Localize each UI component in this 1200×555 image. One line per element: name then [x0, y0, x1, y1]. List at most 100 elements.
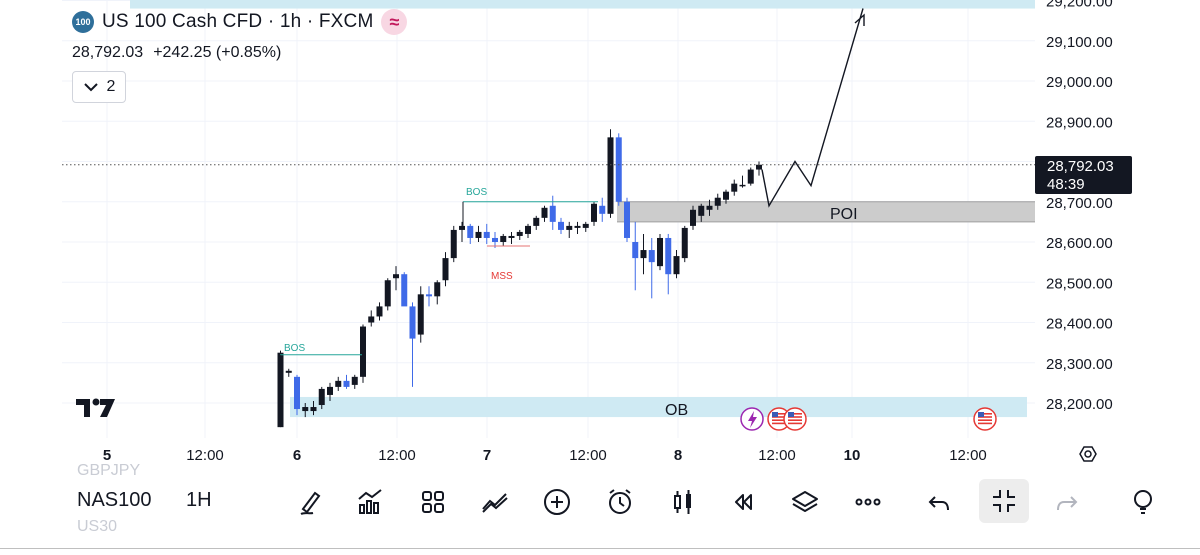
zone-ob: [290, 396, 1027, 418]
candle: [558, 217, 564, 234]
candle: [533, 215, 540, 230]
add-button[interactable]: [537, 482, 577, 522]
time-axis-label: 8: [674, 447, 682, 464]
candle-body: [450, 229, 457, 259]
flag-stripe: [788, 422, 802, 425]
candle: [747, 167, 754, 186]
candle: [508, 231, 515, 245]
symbol-title[interactable]: US 100 Cash CFD · 1h · FXCM: [102, 11, 374, 32]
candle-body: [335, 380, 342, 387]
time-axis-label: 12:00: [569, 447, 607, 464]
zone-poi: [617, 201, 1035, 222]
ideas-button[interactable]: [1118, 482, 1158, 522]
flag-canton: [772, 412, 778, 417]
candle: [285, 368, 292, 377]
compare-icon: [482, 493, 508, 513]
indicators-button[interactable]: [350, 482, 390, 522]
compare-button[interactable]: [475, 482, 515, 522]
candle: [574, 221, 581, 234]
candle: [368, 310, 375, 327]
candle: [475, 225, 482, 242]
candle-body: [426, 294, 432, 297]
candle-body: [558, 221, 564, 230]
candle-body: [318, 388, 325, 406]
candle: [459, 221, 465, 242]
brush-icon: [300, 491, 321, 515]
flag-canton: [788, 412, 794, 417]
candle-body: [384, 280, 391, 307]
candle-body: [533, 217, 540, 226]
candle-body: [500, 235, 507, 242]
candle: [327, 382, 333, 401]
candle-body: [640, 250, 647, 259]
price-axis-label: 28,600.00: [1046, 235, 1113, 252]
templates-icon: [422, 491, 444, 513]
candle: [302, 403, 309, 418]
candle: [723, 189, 729, 204]
chart-area[interactable]: BOS BOS MSS POI OB 29,200.00 29,100.00 29,000.0…: [0, 0, 1200, 470]
price-change: +242.25 (+0.85%): [153, 44, 282, 61]
replay-button[interactable]: [723, 482, 763, 522]
candle: [648, 237, 655, 299]
candle-body: [739, 184, 746, 187]
templates-button[interactable]: [413, 482, 453, 522]
candle: [582, 221, 589, 232]
collapse-indicators-button[interactable]: 2: [72, 71, 126, 103]
price-axis-label: 28,400.00: [1046, 316, 1113, 333]
candle: [318, 386, 325, 410]
wave-icon[interactable]: ≈: [381, 9, 408, 35]
candle-body: [434, 282, 441, 297]
candle: [516, 229, 523, 240]
add-icon: [544, 489, 570, 515]
price-axis-label: 28,200.00: [1046, 396, 1113, 413]
ghost-symbol-above: GBPJPY: [77, 462, 141, 479]
candle: [756, 161, 762, 176]
candle: [294, 374, 300, 416]
price-chart[interactable]: BOS BOS MSS POI OB 29,200.00 29,100.00 29,000.0…: [0, 0, 1200, 470]
last-price: 28,792.03: [72, 44, 144, 61]
candle: [591, 201, 597, 226]
candle-body: [277, 352, 284, 428]
time-axis-label: 12:00: [186, 447, 224, 464]
price-axis-label: 29,000.00: [1046, 74, 1113, 91]
candle: [607, 129, 614, 218]
candle-body: [483, 231, 490, 238]
candle: [739, 175, 746, 188]
candle-body: [492, 237, 498, 242]
chart-legend: 100 US 100 Cash CFD · 1h · FXCM ≈: [72, 9, 408, 35]
zone-target: [130, 0, 1035, 9]
candle: [714, 193, 721, 210]
candle: [417, 286, 424, 343]
candle-body: [343, 380, 350, 387]
candle: [384, 278, 391, 311]
flag-stripe: [788, 419, 802, 421]
candle: [434, 280, 441, 305]
time-axis-label: 12:00: [949, 447, 987, 464]
candle: [500, 233, 507, 247]
symbol-selector[interactable]: NAS100: [77, 489, 152, 511]
price-axis-label: 28,300.00: [1046, 356, 1113, 373]
alert-button[interactable]: [600, 482, 640, 522]
lightning-glyph: [748, 411, 757, 428]
candle-body: [360, 326, 366, 377]
candle: [467, 223, 474, 245]
drawing-tools-button[interactable]: [290, 482, 330, 522]
interval-selector[interactable]: 1H: [186, 489, 212, 511]
flag-stripe: [978, 416, 992, 418]
candle-body: [401, 274, 408, 307]
more-button[interactable]: [848, 482, 888, 522]
candle: [640, 233, 647, 275]
redo-button[interactable]: [1046, 482, 1086, 522]
candle: [401, 272, 408, 307]
price-tag-value: 28,792.03: [1047, 158, 1114, 175]
time-axis-label: 12:00: [758, 447, 796, 464]
redo-icon: [1057, 496, 1078, 511]
exit-fullscreen-button[interactable]: [979, 479, 1029, 523]
candle: [624, 197, 630, 242]
candle-body: [747, 169, 754, 184]
candle-body: [690, 209, 696, 226]
layers-button[interactable]: [785, 482, 825, 522]
bar-style-button[interactable]: [663, 482, 703, 522]
us-flag-event-icon: [973, 407, 997, 431]
undo-button[interactable]: [920, 482, 960, 522]
